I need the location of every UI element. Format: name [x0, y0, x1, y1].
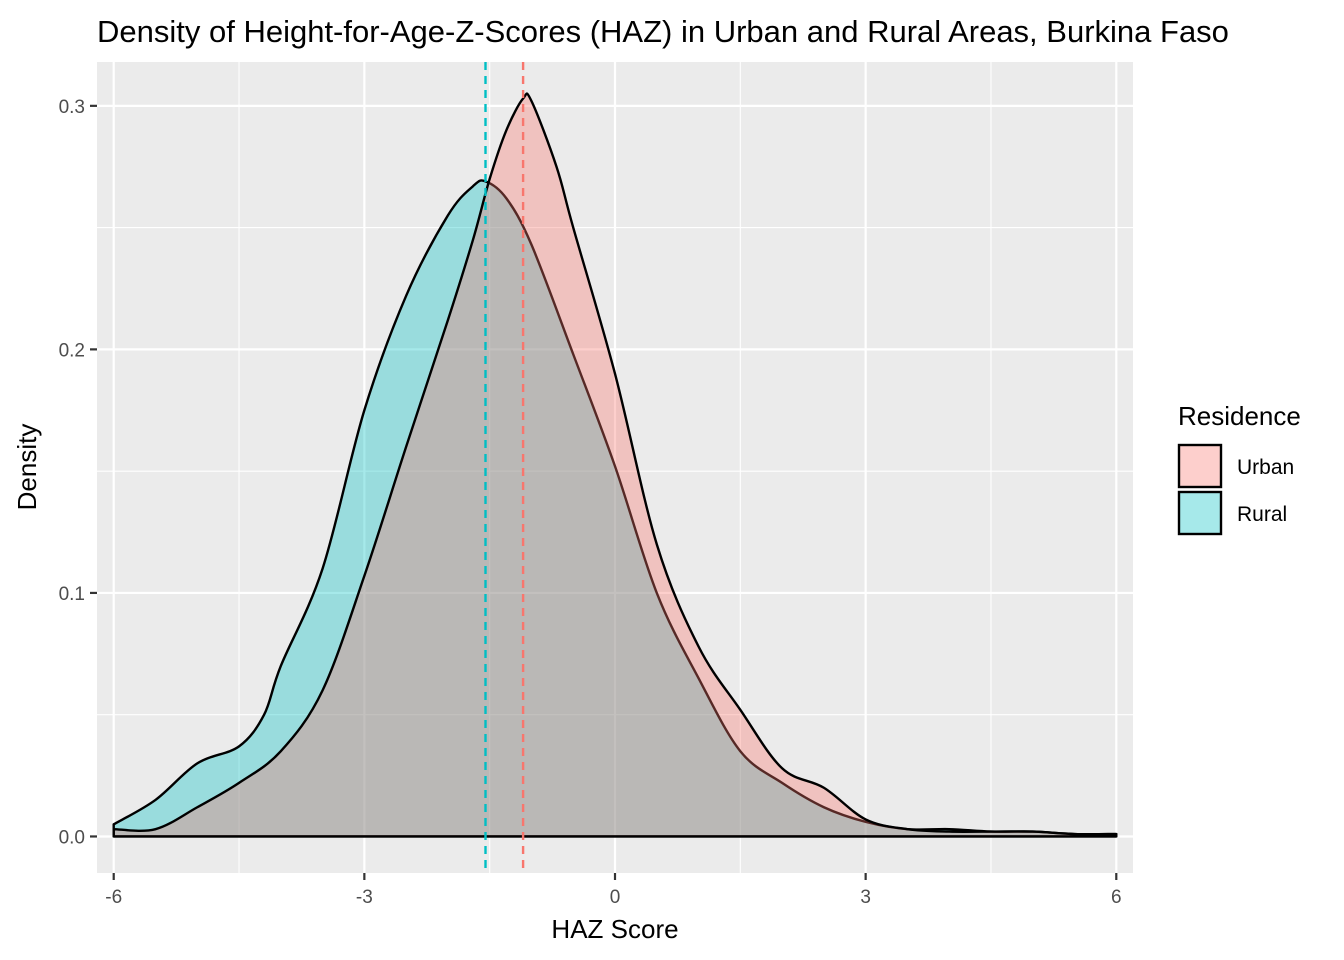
legend-title: Residence — [1178, 401, 1301, 431]
x-tick-label: -3 — [356, 887, 373, 908]
chart-title: Density of Height-for-Age-Z-Scores (HAZ)… — [97, 14, 1229, 49]
y-axis: 0.0 0.1 0.2 0.3 — [59, 97, 97, 848]
legend-label-urban: Urban — [1237, 456, 1294, 479]
y-tick-label: 0.1 — [59, 584, 85, 605]
legend-label-rural: Rural — [1237, 503, 1287, 526]
x-tick-label: 3 — [860, 887, 871, 908]
legend-key-urban — [1177, 443, 1223, 489]
legend-key-bg — [1179, 445, 1221, 487]
y-tick-label: 0.0 — [59, 827, 85, 848]
y-tick-label: 0.2 — [59, 340, 85, 361]
legend-key-bg — [1179, 492, 1221, 534]
x-tick-label: 0 — [610, 887, 621, 908]
legend: Residence Urban Rural — [1177, 401, 1301, 536]
density-areas — [112, 92, 1118, 838]
density-area-urban — [112, 92, 1118, 838]
x-axis-title: HAZ Score — [551, 914, 678, 944]
y-tick-label: 0.3 — [59, 97, 85, 118]
x-tick-label: -6 — [105, 887, 122, 908]
x-tick-label: 6 — [1111, 887, 1122, 908]
mean-lines — [484, 62, 525, 873]
y-axis-title: Density — [12, 424, 42, 511]
x-axis: -6 -3 0 3 6 — [105, 873, 1122, 908]
legend-key-rural — [1177, 490, 1223, 536]
